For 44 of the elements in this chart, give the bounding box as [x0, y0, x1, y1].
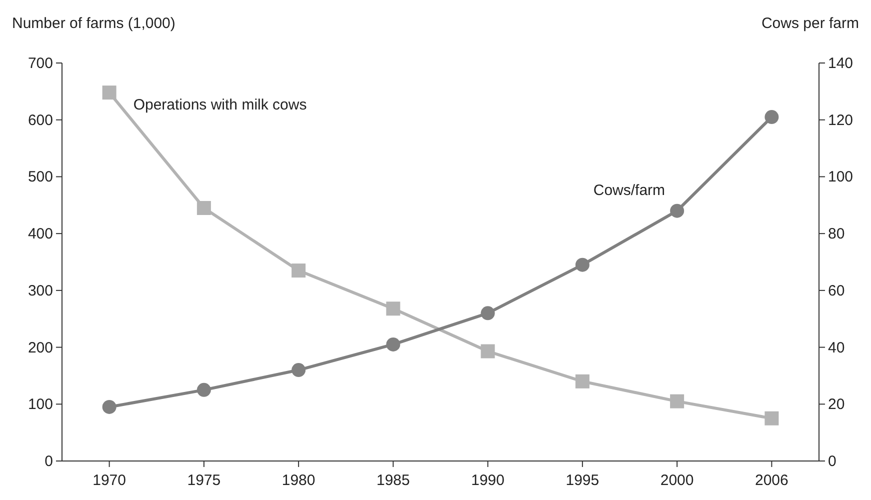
y2-tick-label: 120	[828, 112, 854, 129]
point	[764, 411, 779, 426]
x-tick-label: 1995	[566, 472, 600, 489]
y-tick-label: 200	[28, 339, 53, 356]
y2-tick-label: 40	[828, 339, 845, 356]
point	[292, 264, 306, 278]
x-tick-label: 1975	[187, 472, 221, 489]
point	[670, 204, 684, 218]
point	[386, 337, 400, 352]
y-axis-title: Number of farms (1,000)	[12, 15, 176, 32]
point	[480, 306, 495, 320]
y-tick-label: 0	[44, 453, 53, 470]
point	[386, 302, 400, 316]
y-tick-label: 500	[28, 168, 53, 186]
point	[575, 258, 590, 272]
point	[575, 374, 590, 388]
x-tick-label: 1990	[471, 472, 504, 489]
series-label: Cows/farm	[593, 182, 666, 199]
point	[196, 382, 211, 397]
point	[764, 110, 779, 124]
x-tick-label: 1980	[282, 472, 316, 489]
point	[480, 344, 495, 358]
point	[102, 400, 116, 414]
point	[102, 86, 116, 100]
point	[670, 394, 684, 408]
point	[292, 363, 306, 378]
y2-tick-label: 140	[828, 55, 854, 72]
y2-tick-label: 100	[828, 168, 854, 186]
x-tick-label: 2000	[660, 472, 694, 489]
point	[196, 200, 211, 215]
y-tick-label: 700	[28, 55, 53, 72]
y-tick-label: 100	[28, 396, 53, 414]
y2-tick-label: 0	[828, 453, 836, 470]
x-tick-label: 1985	[376, 472, 410, 489]
y-tick-label: 300	[28, 282, 53, 300]
y2-tick-label: 60	[828, 282, 845, 300]
y2-axis-title: Cows per farm	[761, 15, 859, 32]
x-tick-label: 1970	[92, 472, 126, 489]
x-tick-label: 2006	[755, 472, 788, 489]
y-tick-label: 400	[28, 226, 53, 243]
y2-tick-label: 80	[828, 226, 845, 243]
series-label: Operations with milk cows	[133, 96, 307, 114]
y2-tick-label: 20	[828, 396, 845, 414]
y-tick-label: 600	[28, 112, 53, 129]
